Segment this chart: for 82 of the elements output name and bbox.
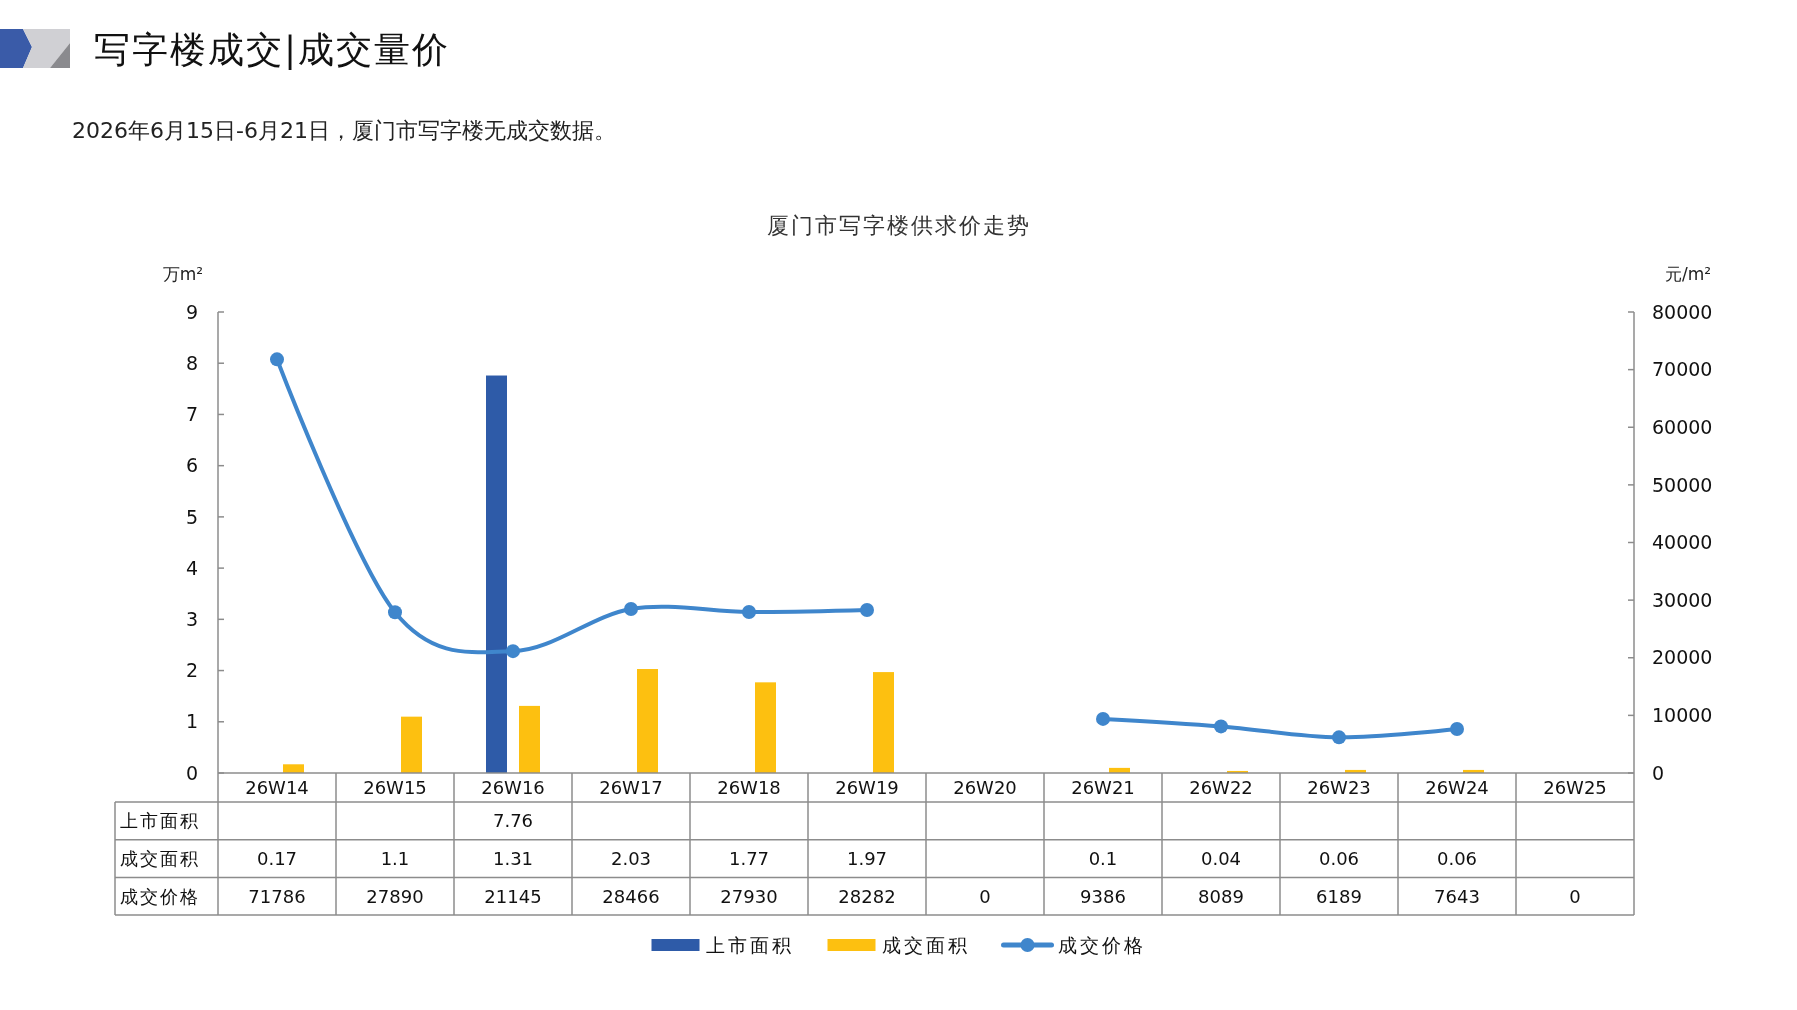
text: 成交面积 [120, 847, 200, 869]
point [1214, 719, 1228, 734]
legend-label: 上市面积 [705, 933, 794, 956]
data-label: 0.04 [1200, 847, 1242, 869]
y2-tick-label: 40000 [1652, 531, 1713, 554]
y2-tick-label: 30000 [1652, 588, 1713, 611]
point [860, 603, 874, 618]
data-label: 27890 [366, 885, 424, 907]
data-label: 2.03 [610, 847, 652, 869]
y2-tick-label: 60000 [1652, 415, 1713, 438]
x-tick-label: 26W23 [1307, 777, 1371, 799]
bar [873, 672, 894, 773]
y-tick-label: 7 [185, 403, 198, 426]
bar [755, 682, 776, 773]
point [624, 601, 638, 616]
text: 厦门市写字楼供求价走势 [766, 213, 1031, 238]
text: 0 [979, 885, 991, 907]
bar [486, 375, 507, 773]
y2-tick-label: 80000 [1652, 300, 1713, 323]
data-label: 1.77 [728, 847, 770, 869]
y2-tick-label: 10000 [1652, 704, 1713, 727]
data-label: 28466 [602, 885, 660, 907]
x-tick-label: 26W24 [1425, 777, 1489, 799]
data-label: 1.31 [492, 847, 534, 869]
data-label: 28282 [838, 885, 896, 907]
point [270, 352, 284, 367]
text: 上市面积 [120, 810, 200, 832]
text: 0 [1569, 885, 1581, 907]
x-tick-label: 26W16 [481, 777, 545, 799]
data-label: 0.06 [1436, 847, 1478, 869]
point [1332, 730, 1346, 745]
x-tick-label: 26W25 [1543, 777, 1607, 799]
bar [637, 669, 658, 773]
y-tick-label: 3 [185, 607, 198, 630]
point [1096, 711, 1110, 726]
point [506, 644, 520, 659]
x-tick-label: 26W17 [599, 777, 663, 799]
point [742, 605, 756, 620]
legend-label: 成交价格 [1057, 933, 1146, 956]
y-tick-label: 1 [185, 710, 198, 733]
y-tick-label: 2 [185, 659, 198, 682]
x-tick-label: 26W14 [245, 777, 309, 799]
y-tick-label: 5 [185, 505, 198, 528]
y2-axis-title: 元/m² [1664, 264, 1712, 284]
x-tick-label: 26W20 [953, 777, 1017, 799]
x-tick-label: 26W21 [1071, 777, 1135, 799]
data-label: 8089 [1198, 885, 1244, 907]
data-label: 7643 [1434, 885, 1480, 907]
data-label: 27930 [720, 885, 778, 907]
y2-tick-label: 70000 [1652, 358, 1713, 381]
x-tick-label: 26W15 [363, 777, 427, 799]
y2-tick-label: 20000 [1652, 646, 1713, 669]
chart-subtitle: 2026年6月15日-6月21日，厦门市写字楼无成交数据。 [72, 118, 616, 143]
x-tick-label: 26W19 [835, 777, 899, 799]
y-tick-label: 0 [185, 761, 198, 784]
x-tick-label: 26W22 [1189, 777, 1253, 799]
y2-tick-label: 50000 [1652, 473, 1713, 496]
point [388, 605, 402, 620]
x-tick-label: 26W18 [717, 777, 781, 799]
data-label: 1.1 [380, 847, 410, 869]
y-tick-label: 6 [185, 454, 198, 477]
data-label: 1.97 [846, 847, 888, 869]
data-label: 0.1 [1088, 847, 1118, 869]
bar [283, 764, 304, 773]
bar [401, 716, 422, 773]
data-label: 21145 [484, 885, 542, 907]
bar [519, 705, 540, 773]
data-label: 6189 [1316, 885, 1362, 907]
chart-title: 写字楼成交|成交量价 [94, 29, 451, 70]
y2-tick-label: 0 [1652, 761, 1665, 784]
data-label: 0.06 [1318, 847, 1360, 869]
y-tick-label: 9 [185, 300, 198, 323]
y-tick-label: 8 [185, 351, 198, 374]
y-axis-title: 万m² [162, 264, 204, 284]
legend-label: 成交面积 [881, 933, 970, 956]
data-label: 71786 [248, 885, 306, 907]
data-label: 9386 [1080, 885, 1126, 907]
y-tick-label: 4 [185, 556, 198, 579]
data-label: 0.17 [256, 847, 298, 869]
data-label: 7.76 [492, 810, 534, 832]
text: 成交价格 [120, 885, 200, 907]
point [1450, 721, 1464, 736]
